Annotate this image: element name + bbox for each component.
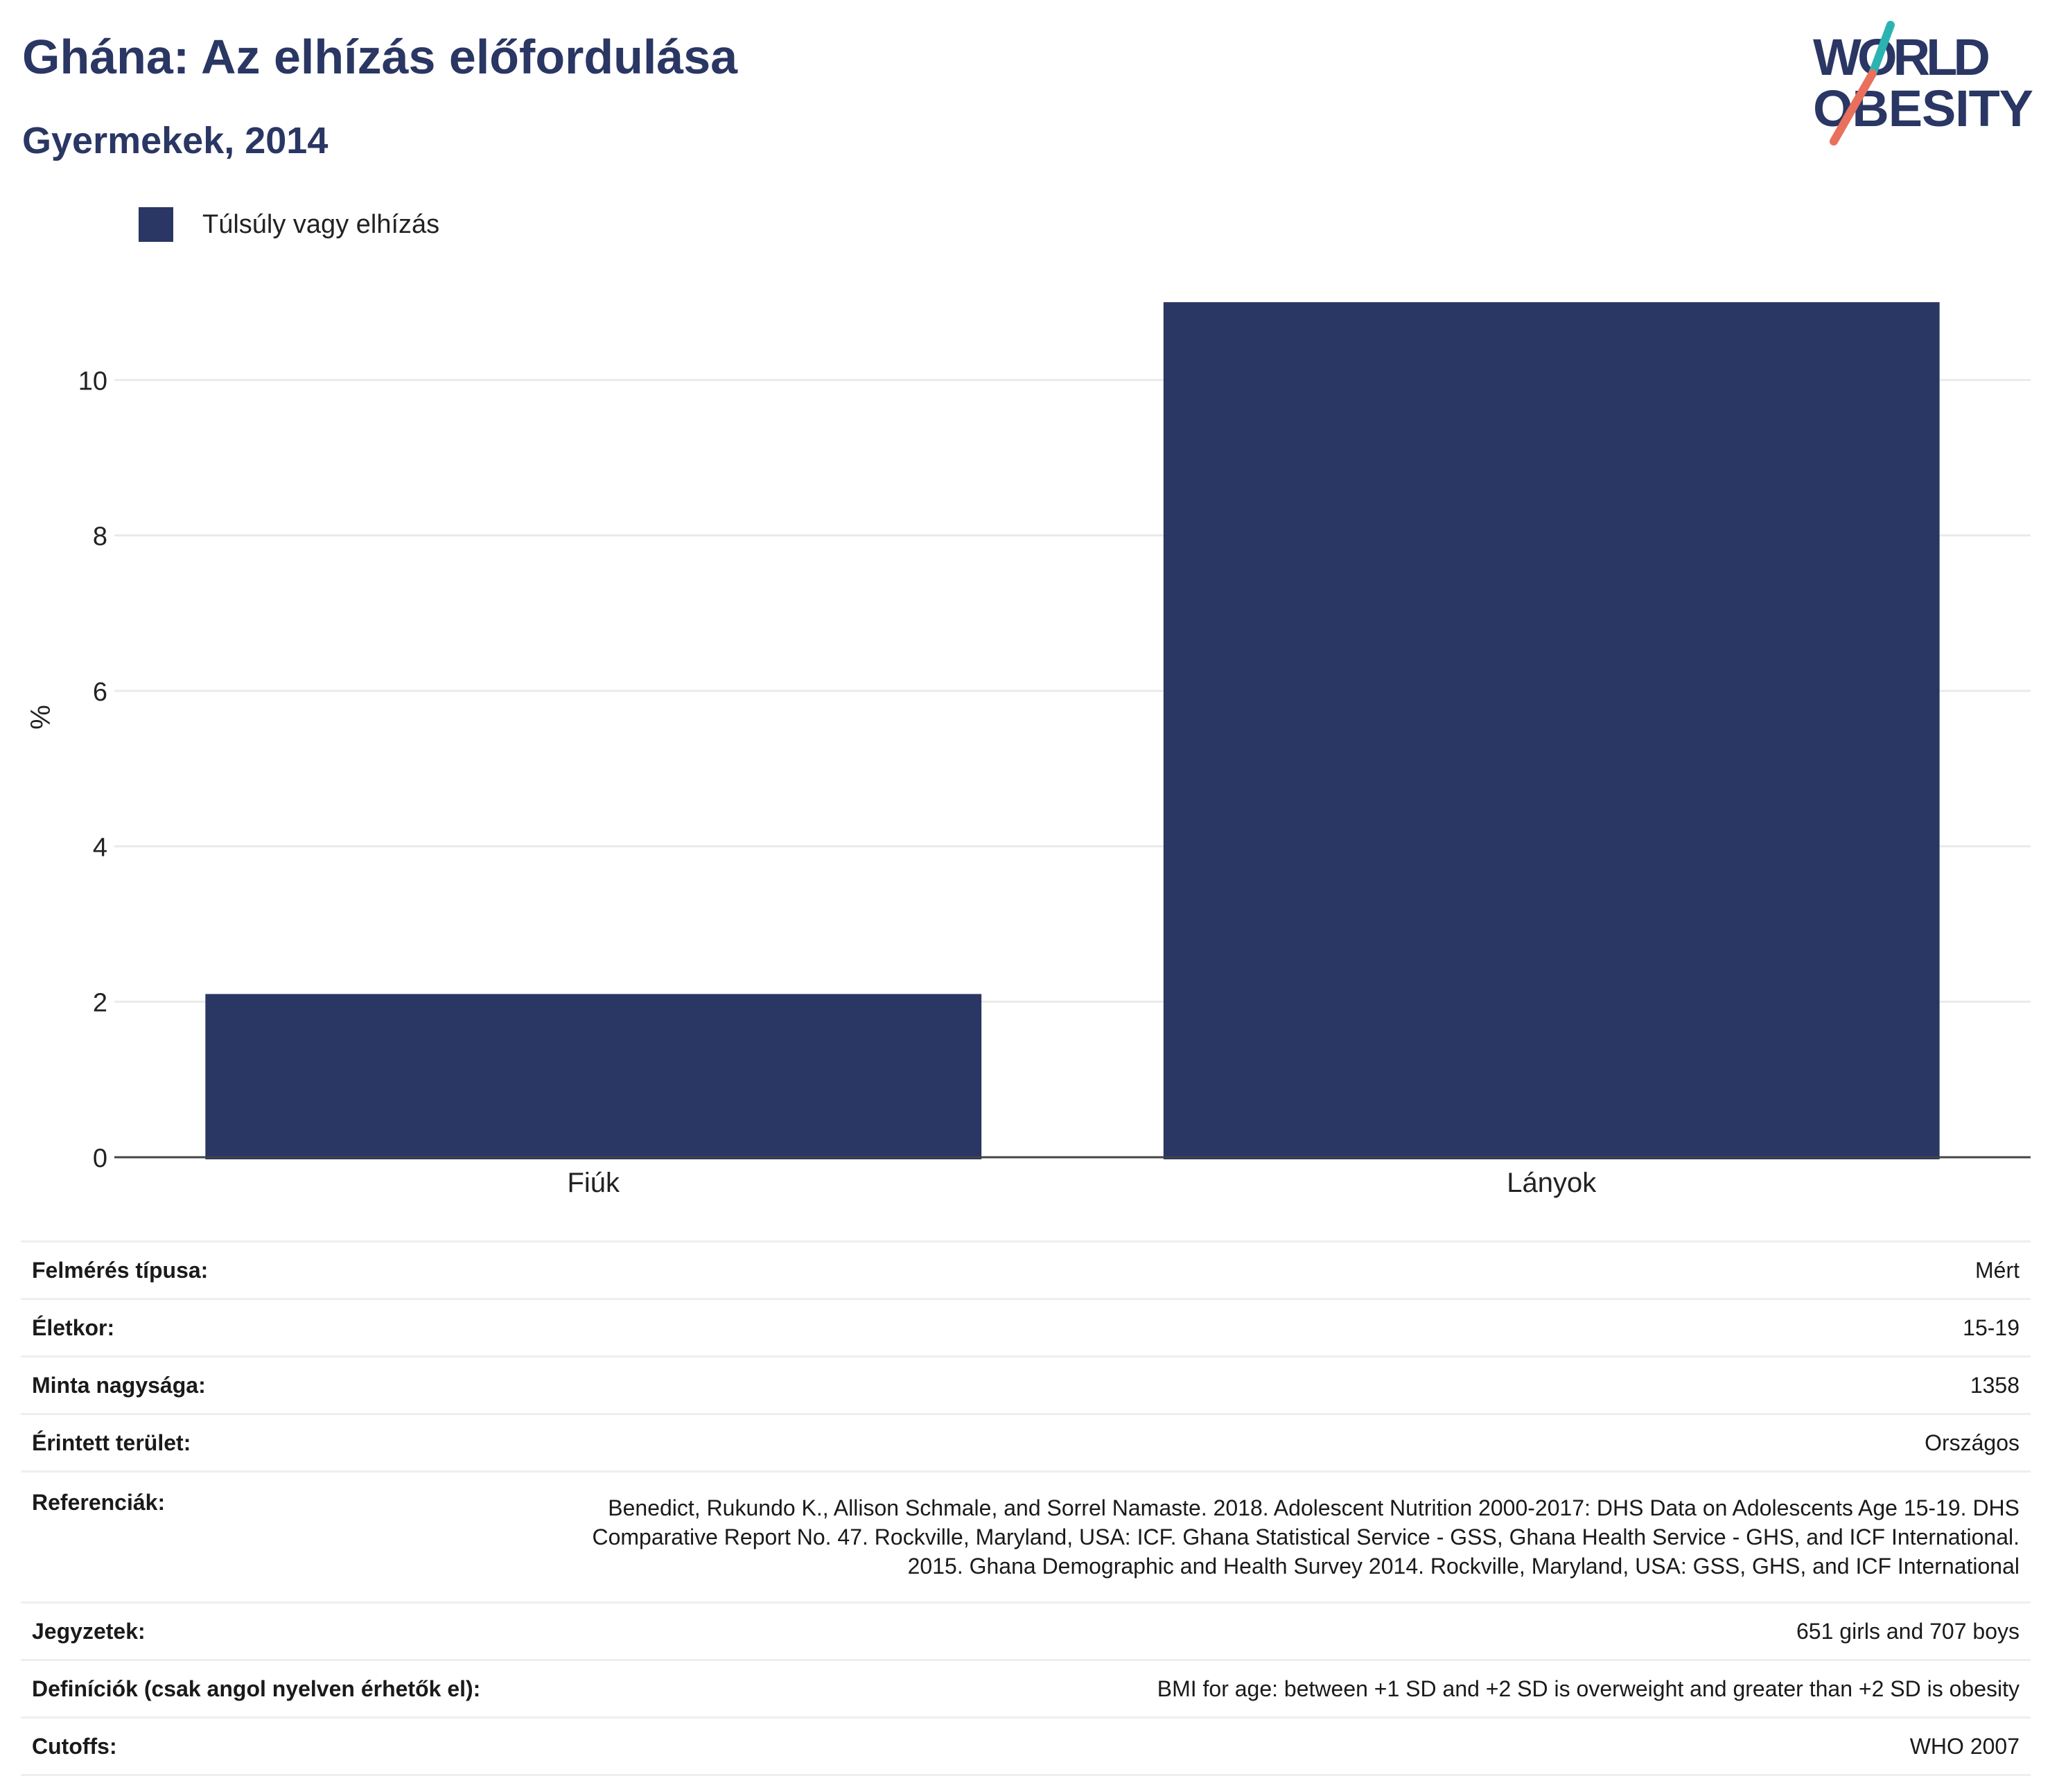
info-row-cutoffs: Cutoffs: WHO 2007 bbox=[21, 1717, 2031, 1775]
info-key: Referenciák: bbox=[32, 1490, 166, 1515]
bar-chart: 0 2 4 6 8 10 Fiúk Lányok % bbox=[26, 302, 2031, 1198]
info-row-references: Referenciák: Benedict, Rukundo K., Alliso… bbox=[21, 1471, 2031, 1603]
x-tick-labels: Fiúk Lányok bbox=[567, 1168, 1597, 1198]
y-tick-label: 2 bbox=[93, 989, 107, 1018]
info-row-age: Életkor: 15-19 bbox=[21, 1299, 2031, 1357]
bars bbox=[205, 302, 1940, 1160]
chart-title: Ghána: Az elhízás előfordulása bbox=[22, 30, 738, 84]
info-row-sample-size: Minta nagysága: 1358 bbox=[21, 1356, 2031, 1414]
info-key: Cutoffs: bbox=[32, 1734, 117, 1759]
info-row-survey-type: Felmérés típusa: Mért bbox=[21, 1241, 2031, 1299]
info-key: Felmérés típusa: bbox=[32, 1258, 209, 1283]
y-axis-label: % bbox=[26, 705, 56, 730]
logo-slash-bottom bbox=[1830, 69, 1877, 146]
survey-info-table: Felmérés típusa: Mért Életkor: 15-19 Minta… bbox=[21, 1240, 2031, 1776]
chart-legend[interactable]: Túlsúly vagy elhízás bbox=[139, 207, 439, 243]
info-value: Benedict, Rukundo K., Allison Schmale, a… bbox=[592, 1495, 2020, 1579]
logo-line-2: OBESITY bbox=[1813, 80, 2033, 137]
world-obesity-logo: WORLD OBESITY bbox=[1813, 21, 2033, 146]
info-key: Minta nagysága: bbox=[32, 1373, 206, 1398]
info-value: 651 girls and 707 boys bbox=[1796, 1619, 2020, 1644]
info-value: Mért bbox=[1975, 1258, 2020, 1283]
y-tick-label: 6 bbox=[93, 678, 107, 707]
info-value: BMI for age: between +1 SD and +2 SD is … bbox=[1157, 1676, 2020, 1701]
x-tick-label: Fiúk bbox=[567, 1168, 620, 1198]
info-key: Jegyzetek: bbox=[32, 1619, 146, 1644]
info-value: 15-19 bbox=[1963, 1315, 2020, 1340]
info-row-area: Érintett terület: Országos bbox=[21, 1414, 2031, 1472]
legend-swatch bbox=[139, 207, 173, 242]
y-tick-labels: 0 2 4 6 8 10 bbox=[78, 367, 107, 1173]
y-tick-label: 8 bbox=[93, 522, 107, 552]
logo-slash-top bbox=[1868, 21, 1895, 78]
info-row-definitions: Definíciók (csak angol nyelven érhetők e… bbox=[21, 1660, 2031, 1718]
info-value: Országos bbox=[1925, 1430, 2020, 1455]
y-tick-label: 10 bbox=[78, 367, 107, 396]
chart-subtitle: Gyermekek, 2014 bbox=[22, 120, 328, 161]
y-tick-label: 0 bbox=[93, 1144, 107, 1173]
info-key: Definíciók (csak angol nyelven érhetők e… bbox=[32, 1676, 481, 1701]
info-row-notes: Jegyzetek: 651 girls and 707 boys bbox=[21, 1602, 2031, 1660]
bar-1 bbox=[1163, 302, 1940, 1160]
info-key: Érintett terület: bbox=[32, 1430, 191, 1455]
legend-label: Túlsúly vagy elhízás bbox=[202, 209, 440, 239]
y-tick-label: 4 bbox=[93, 833, 107, 862]
info-value: 1358 bbox=[1970, 1373, 2020, 1398]
x-tick-label: Lányok bbox=[1507, 1168, 1597, 1198]
info-value: WHO 2007 bbox=[1909, 1734, 2020, 1759]
info-key: Életkor: bbox=[32, 1315, 115, 1340]
logo-line-1: WORLD bbox=[1813, 28, 1990, 86]
bar-0 bbox=[205, 994, 982, 1159]
